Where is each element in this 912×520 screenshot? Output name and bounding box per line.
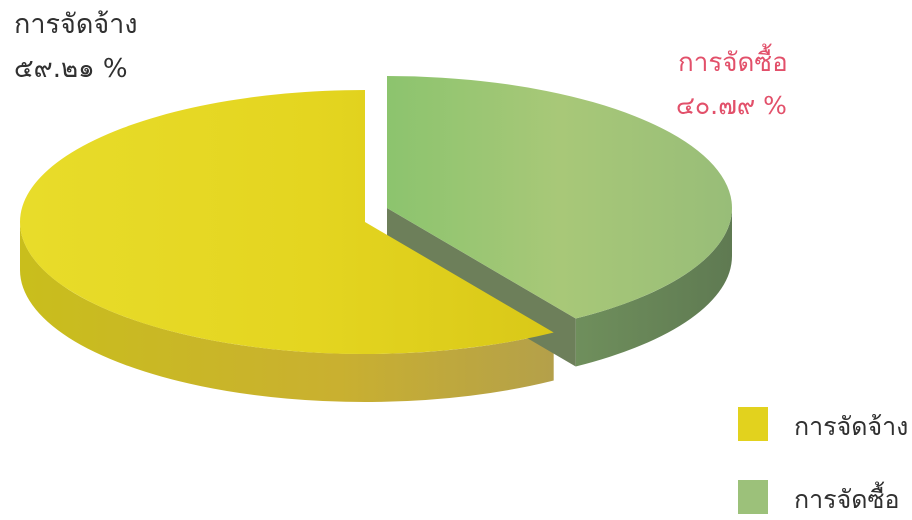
legend-label-buy: การจัดซื้อ [794,485,900,514]
slice-buy [387,76,733,319]
legend-swatch-buy [738,480,768,514]
slice-label-hire-name: การจัดจ้าง [14,9,138,40]
slice-label-hire-value: ๕๙.๒๑ % [14,54,128,84]
slice-side-hire [20,222,554,403]
slice-label-buy-name: การจัดซื้อ [678,48,788,78]
legend-swatch-hire [738,407,768,441]
slice-side-buy [575,208,732,367]
legend-label-hire: การจัดจ้าง [794,412,909,441]
slice-label-buy-value: ๔๐.๗๙ % [676,91,787,120]
slice-hire [20,90,554,354]
